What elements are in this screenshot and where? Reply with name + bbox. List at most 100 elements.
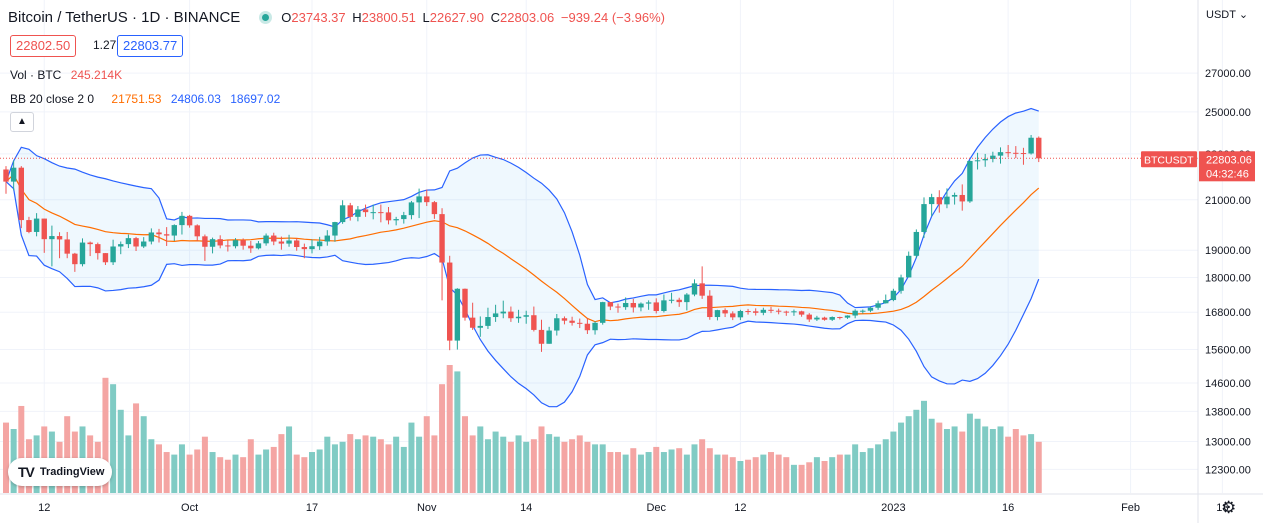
- candle: [118, 241, 124, 255]
- currency-selector[interactable]: USDT ⌄: [1206, 8, 1248, 21]
- volume-bar: [760, 454, 767, 493]
- candle-body: [707, 295, 713, 318]
- candle-body: [209, 239, 216, 247]
- chevron-up-icon: ▲: [17, 116, 27, 127]
- close-label: C: [490, 10, 501, 25]
- volume-bar: [500, 436, 507, 493]
- candle-body: [148, 232, 155, 242]
- candle: [684, 293, 690, 311]
- candle-body: [202, 236, 208, 247]
- candle: [18, 166, 24, 229]
- collapse-legend-button[interactable]: ▲: [10, 112, 34, 132]
- volume-bar: [569, 439, 576, 493]
- candle: [699, 266, 705, 299]
- volume-bar: [201, 436, 208, 493]
- candle: [691, 279, 698, 297]
- candle-body: [64, 239, 70, 254]
- candle: [1013, 146, 1019, 159]
- volume-bar: [989, 429, 996, 493]
- candle: [974, 152, 981, 170]
- candle: [41, 218, 47, 253]
- candle-body: [523, 315, 529, 317]
- market-open-indicator: [262, 14, 270, 21]
- candle-body: [477, 325, 483, 328]
- candle-body: [890, 290, 897, 301]
- chart-header: Bitcoin / TetherUS · 1D · BINANCE O23743…: [8, 9, 665, 26]
- candle: [867, 306, 874, 313]
- volume-legend[interactable]: Vol · BTC 245.214K: [10, 68, 128, 82]
- volume-indicator-value: 245.214K: [70, 68, 123, 82]
- volume-bar: [439, 384, 446, 493]
- candle-body: [814, 317, 820, 320]
- candle-body: [171, 225, 177, 236]
- candle: [600, 301, 606, 325]
- volume-bar: [263, 449, 270, 493]
- price-axis[interactable]: 27000.0025000.0023000.0021000.0019000.00…: [1141, 0, 1255, 523]
- candle: [255, 240, 262, 250]
- candle: [554, 314, 560, 336]
- tradingview-logo[interactable]: TV TradingView: [8, 458, 112, 486]
- candle: [622, 297, 629, 310]
- volume-bar: [393, 436, 400, 493]
- candle-body: [554, 318, 560, 331]
- volume-bar: [982, 426, 989, 493]
- countdown-tag: 04:32:46: [1206, 168, 1249, 180]
- candle: [439, 208, 445, 301]
- candle-body: [125, 238, 132, 245]
- last-price-tag-bg: [1199, 151, 1255, 182]
- gear-icon[interactable]: ⚙: [1221, 498, 1237, 517]
- candle-body: [990, 155, 996, 159]
- candle-body: [485, 317, 491, 326]
- candle-body: [760, 309, 767, 313]
- candle: [730, 311, 736, 321]
- candle-body: [72, 253, 78, 265]
- candle: [645, 300, 652, 310]
- candle: [584, 318, 591, 334]
- candle: [997, 147, 1004, 164]
- volume-bar: [691, 444, 698, 493]
- candle-body: [668, 299, 675, 301]
- candle-body: [18, 167, 24, 221]
- symbol-title[interactable]: Bitcoin / TetherUS · 1D · BINANCE: [8, 9, 241, 26]
- volume-bar: [599, 444, 606, 493]
- candle-body: [41, 218, 47, 240]
- candle-body: [860, 310, 866, 312]
- volume-bar: [462, 416, 468, 493]
- volume-bar: [431, 435, 438, 493]
- bollinger-legend[interactable]: BB 20 close 2 0 21751.53 24806.03 18697.…: [10, 92, 286, 106]
- price-tick-label: 19000.00: [1205, 245, 1251, 257]
- sell-price-button[interactable]: 22802.50: [10, 35, 77, 57]
- candle: [56, 232, 63, 259]
- candle: [186, 214, 193, 228]
- volume-bar: [538, 426, 545, 493]
- candle: [745, 308, 751, 315]
- candle: [875, 300, 881, 310]
- volume-bar: [156, 444, 162, 493]
- candle: [431, 200, 438, 219]
- candle: [944, 188, 950, 209]
- candle: [454, 288, 461, 350]
- spread-value: 1.27: [88, 35, 122, 55]
- volume-bar: [18, 405, 25, 493]
- candle: [217, 235, 223, 249]
- candle-body: [875, 303, 881, 308]
- candle: [424, 189, 430, 207]
- candle-body: [271, 235, 277, 242]
- volume-bar: [224, 459, 231, 493]
- time-tick-label: 12: [734, 502, 746, 514]
- logo-text: TradingView: [39, 466, 105, 478]
- candle: [760, 307, 767, 316]
- candle-body: [730, 313, 736, 318]
- buy-price-button[interactable]: 22803.77: [117, 35, 184, 57]
- volume-bar: [515, 435, 522, 493]
- volume-bar: [928, 418, 935, 493]
- candle-body: [569, 320, 575, 323]
- volume-bar: [125, 435, 132, 493]
- time-axis[interactable]: 12 Oct 17 Nov 14 Dec 12 2023 16 Feb 13: [0, 493, 1263, 514]
- candle-body: [699, 283, 705, 296]
- candle-body: [630, 302, 636, 308]
- bb-basis-value: 21751.53: [111, 92, 162, 106]
- volume-bar: [951, 426, 958, 493]
- candle-body: [638, 303, 644, 308]
